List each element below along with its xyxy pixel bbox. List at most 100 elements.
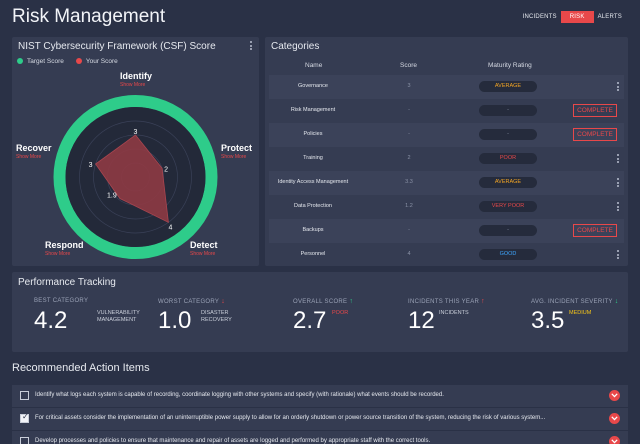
- axis-label-identify: Identify: [120, 71, 153, 81]
- metric-description: INCIDENTS: [439, 310, 469, 316]
- action-item-row: ✓ For critical assets consider the implem…: [12, 408, 628, 430]
- maturity-rating-badge: -: [479, 129, 537, 140]
- row-menu-icon[interactable]: [616, 202, 620, 211]
- maturity-rating-badge: AVERAGE: [479, 177, 537, 188]
- row-menu-icon[interactable]: [616, 154, 620, 163]
- maturity-rating-badge: -: [479, 105, 537, 116]
- action-item-text: For critical assets consider the impleme…: [35, 415, 546, 421]
- action-item-checkbox[interactable]: [20, 391, 29, 400]
- category-name: Personnel: [300, 251, 326, 257]
- maturity-rating-badge: GOOD: [479, 249, 537, 260]
- metric-value: 3.5: [531, 307, 565, 334]
- category-name: Backups: [302, 227, 324, 233]
- csf-legend: Target Score Your Score: [17, 58, 118, 65]
- category-score: -: [408, 131, 410, 137]
- legend-target-label: Target Score: [27, 58, 64, 65]
- complete-button[interactable]: COMPLETE: [573, 224, 617, 237]
- row-menu-icon[interactable]: [616, 250, 620, 259]
- category-name: Governance: [298, 83, 328, 89]
- metric-value: 4.2: [34, 307, 68, 334]
- category-row: Backups - - COMPLETE: [269, 219, 624, 243]
- metric-label: AVG. INCIDENT SEVERITY ↓: [531, 298, 619, 305]
- chevron-down-icon[interactable]: [609, 436, 620, 444]
- axis-label-protect: Protect: [221, 143, 253, 153]
- metric-value: 2.7: [293, 307, 327, 334]
- arrow-up-icon: ↑: [481, 298, 485, 305]
- tab-alerts[interactable]: ALERTS: [597, 14, 622, 20]
- show-more-identify[interactable]: Show More: [120, 82, 146, 88]
- action-item-text: Develop processes and policies to ensure…: [35, 438, 431, 444]
- show-more-detect[interactable]: Show More: [190, 251, 216, 257]
- category-row: Identity Access Management 3.3 AVERAGE: [269, 171, 624, 195]
- show-more-protect[interactable]: Show More: [221, 154, 247, 160]
- legend-target-swatch: [17, 58, 23, 64]
- csf-score-panel: NIST Cybersecurity Framework (CSF) Score…: [12, 37, 259, 266]
- complete-button[interactable]: COMPLETE: [573, 128, 617, 141]
- target-score-ring: [53, 95, 218, 259]
- chevron-down-icon[interactable]: [609, 390, 620, 401]
- category-score: 3.3: [405, 179, 413, 185]
- category-score: -: [408, 227, 410, 233]
- category-name: Policies: [303, 131, 323, 137]
- category-row: Risk Management - - COMPLETE: [269, 99, 624, 123]
- category-score: 4: [407, 251, 411, 257]
- row-menu-icon[interactable]: [616, 178, 620, 187]
- category-score: 3: [407, 83, 411, 89]
- metric-best-category: BEST CATEGORY 4.2 VULNERABILITY MANAGEMENT: [34, 298, 140, 334]
- metric-label: WORST CATEGORY ↓: [158, 298, 226, 305]
- metric-label: OVERALL SCORE ↑: [293, 298, 354, 305]
- arrow-up-icon: ↑: [349, 298, 354, 305]
- axis-label-recover: Recover: [16, 143, 52, 153]
- performance-panel: Performance Tracking BEST CATEGORY 4.2 VUL…: [12, 272, 628, 352]
- complete-button[interactable]: COMPLETE: [573, 104, 617, 117]
- tab-risk[interactable]: RISK: [560, 11, 594, 23]
- categories-title: Categories: [271, 41, 320, 52]
- your-score-polygon: [95, 134, 169, 223]
- action-item-checkbox[interactable]: [20, 437, 29, 444]
- csf-menu-icon[interactable]: [249, 41, 253, 50]
- axis-label-detect: Detect: [190, 240, 218, 250]
- category-score: 2: [407, 155, 411, 161]
- legend-yours: Your Score: [75, 58, 118, 65]
- category-row: Training 2 POOR: [269, 147, 624, 171]
- score-label-protect: 2: [164, 166, 168, 173]
- row-menu-icon[interactable]: [616, 82, 620, 91]
- metric-avg-incident-severity: AVG. INCIDENT SEVERITY ↓ 3.5 MEDIUM: [531, 298, 619, 334]
- legend-target: Target Score: [17, 58, 64, 65]
- show-more-recover[interactable]: Show More: [16, 154, 42, 160]
- category-name: Data Protection: [294, 203, 332, 209]
- metric-label: INCIDENTS THIS YEAR ↑: [408, 298, 485, 305]
- category-score: -: [408, 107, 410, 113]
- axis-label-respond: Respond: [45, 240, 84, 250]
- arrow-down-icon: ↓: [614, 298, 619, 305]
- metric-description: MEDIUM: [569, 310, 592, 316]
- tab-incidents[interactable]: INCIDENTS: [522, 14, 557, 20]
- category-name: Risk Management: [290, 107, 336, 113]
- recommended-title: Recommended Action Items: [12, 362, 150, 374]
- score-label-identify: 3: [134, 129, 138, 136]
- metric-worst-category: WORST CATEGORY ↓ 1.0 DISASTER RECOVERY: [158, 298, 232, 334]
- view-tabs: INCIDENTS RISK ALERTS: [519, 11, 626, 23]
- csf-radar-chart: 3 2 4 1.9 3: [53, 95, 218, 259]
- col-header-score: Score: [400, 62, 417, 69]
- metric-description: POOR: [332, 310, 349, 316]
- metric-overall-score: OVERALL SCORE ↑ 2.7 POOR: [293, 298, 354, 334]
- action-item-row: Develop processes and policies to ensure…: [12, 431, 628, 444]
- maturity-rating-badge: AVERAGE: [479, 81, 537, 92]
- category-row: Data Protection 1.2 VERY POOR: [269, 195, 624, 219]
- category-row: Personnel 4 GOOD: [269, 243, 624, 267]
- radar-grid-ring-0: [79, 120, 192, 234]
- metric-label: BEST CATEGORY: [34, 298, 89, 304]
- categories-panel: Categories Name Score Maturity Rating Go…: [265, 37, 628, 266]
- legend-yours-label: Your Score: [85, 58, 118, 65]
- score-label-detect: 4: [168, 224, 172, 231]
- category-name: Training: [303, 155, 323, 161]
- chevron-down-icon[interactable]: [609, 413, 620, 424]
- score-label-recover: 3: [89, 162, 93, 169]
- checkmark-icon: ✓: [22, 412, 29, 421]
- page-title: Risk Management: [12, 6, 166, 27]
- metric-value: 1.0: [158, 307, 192, 334]
- action-item-checkbox[interactable]: ✓: [20, 412, 29, 423]
- action-item-row: Identify what logs each system is capabl…: [12, 385, 628, 407]
- show-more-respond[interactable]: Show More: [45, 251, 71, 257]
